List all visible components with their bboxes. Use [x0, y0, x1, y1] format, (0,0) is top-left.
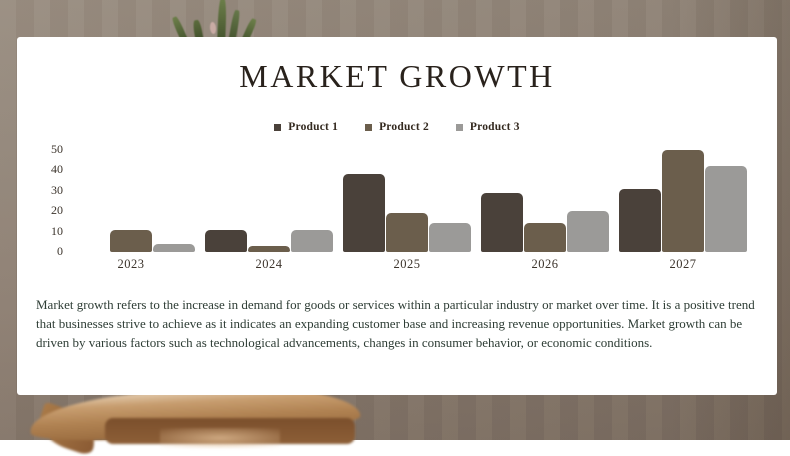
plant-bud — [209, 22, 216, 35]
bar-product-2-2023 — [110, 230, 152, 252]
x-axis-label: 2023 — [86, 257, 176, 272]
bar-product-1-2027 — [619, 189, 661, 252]
y-axis-tick: 0 — [27, 244, 63, 259]
bar-product-2-2027 — [662, 150, 704, 252]
bar-product-3-2024 — [291, 230, 333, 252]
legend-item-product-2: Product 2 — [365, 121, 429, 133]
slide-description: Market growth refers to the increase in … — [36, 295, 762, 352]
x-axis-label: 2026 — [500, 257, 590, 272]
bar-product-2-2024 — [248, 246, 290, 252]
y-axis-tick: 20 — [27, 203, 63, 218]
bar-product-2-2025 — [386, 213, 428, 252]
legend-label: Product 1 — [288, 121, 338, 133]
chart-legend: Product 1 Product 2 Product 3 — [17, 121, 777, 133]
legend-marker-icon — [274, 124, 281, 131]
x-axis-label: 2027 — [638, 257, 728, 272]
legend-marker-icon — [365, 124, 372, 131]
chair-highlight — [160, 428, 280, 448]
bar-product-3-2027 — [705, 166, 747, 252]
bar-product-1-2024 — [205, 230, 247, 252]
bar-product-1-2026 — [481, 193, 523, 252]
bar-product-2-2026 — [524, 223, 566, 252]
legend-item-product-1: Product 1 — [274, 121, 338, 133]
y-axis-tick: 30 — [27, 183, 63, 198]
legend-label: Product 3 — [470, 121, 520, 133]
bar-chart: 0 10 20 30 40 50 2023 2024 2025 2026 2027 — [17, 145, 777, 277]
bar-product-1-2025 — [343, 174, 385, 252]
plant-leaf — [217, 0, 226, 40]
y-axis-tick: 10 — [27, 224, 63, 239]
bar-product-3-2023 — [153, 244, 195, 252]
y-axis-tick: 40 — [27, 163, 63, 178]
legend-marker-icon — [456, 124, 463, 131]
y-axis-tick: 50 — [27, 142, 63, 157]
slide-title: MARKET GROWTH — [17, 58, 777, 95]
x-axis-label: 2024 — [224, 257, 314, 272]
bar-product-3-2026 — [567, 211, 609, 252]
bar-product-3-2025 — [429, 223, 471, 252]
x-axis-label: 2025 — [362, 257, 452, 272]
legend-item-product-3: Product 3 — [456, 121, 520, 133]
legend-label: Product 2 — [379, 121, 429, 133]
